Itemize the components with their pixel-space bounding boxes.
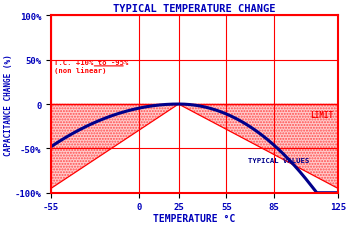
Text: TYPICAL VALUES: TYPICAL VALUES <box>248 157 309 163</box>
X-axis label: TEMPERATURE °C: TEMPERATURE °C <box>153 213 236 223</box>
Title: TYPICAL TEMPERATURE CHANGE: TYPICAL TEMPERATURE CHANGE <box>113 4 276 14</box>
Text: T.C. +10% to -95%
(non linear): T.C. +10% to -95% (non linear) <box>54 59 129 74</box>
Text: LIMIT: LIMIT <box>310 111 333 120</box>
Y-axis label: CAPACITANCE CHANGE (%): CAPACITANCE CHANGE (%) <box>4 54 13 155</box>
